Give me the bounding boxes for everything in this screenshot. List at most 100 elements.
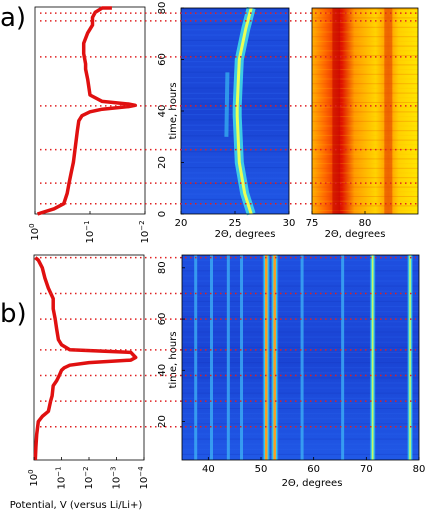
heatmap-streak — [312, 55, 418, 56]
heatmap-a1-yticks: 0 20 40 60 80 — [157, 2, 184, 217]
heatmap-streak — [312, 69, 418, 71]
heatmap-ytick-label: 20 — [157, 156, 168, 169]
heatmap-b-streaks — [182, 255, 419, 455]
panel-a-potential: 100 10−1 10−2 — [28, 6, 151, 244]
heatmap-streak — [182, 341, 419, 343]
heatmap-peak — [341, 255, 345, 460]
heatmap-streak — [182, 255, 419, 256]
heatmap-streak — [182, 392, 419, 394]
heatmap-streak — [181, 29, 289, 31]
heatmap-streak — [182, 372, 419, 374]
potential-xtick-label-group: 10−2 — [82, 466, 95, 489]
heatmap-streak — [312, 120, 418, 122]
heatmap-streak — [182, 423, 419, 425]
heatmap-streak — [182, 387, 419, 389]
heatmap-ytick-group: 0 — [157, 211, 168, 217]
panel-b-heatmap: 40 50 60 70 80 20 40 60 80 2Θ, degrees time, ho… — [157, 254, 425, 489]
heatmap-streak — [182, 453, 419, 455]
heatmap-xtick-label: 30 — [283, 218, 296, 229]
heatmap-streak — [312, 17, 418, 19]
heatmap-streak — [182, 433, 419, 435]
heatmap-streak — [182, 357, 419, 358]
heatmap-streak — [181, 177, 289, 179]
heatmap-streak — [312, 92, 418, 94]
heatmap-streak — [312, 125, 418, 127]
potential-axis-label: Potential, V (versus Li/Li+) — [10, 500, 143, 511]
heatmap-streak — [182, 351, 419, 353]
heatmap-streak — [312, 200, 418, 202]
heatmap-streak — [181, 50, 289, 52]
heatmap-streak — [181, 209, 289, 211]
heatmap-streak — [181, 188, 289, 190]
heatmap-streak — [182, 265, 419, 267]
heatmap-streak — [182, 275, 419, 277]
heatmap-streak — [182, 295, 419, 297]
heatmap-streak — [312, 87, 418, 89]
potential-xtick-label-group: 10−1 — [83, 220, 96, 243]
potential-xtick-label: 10−3 — [110, 466, 123, 489]
heatmap-streak — [312, 26, 418, 28]
heatmap-streak — [312, 134, 418, 136]
heatmap-streak — [312, 102, 418, 103]
heatmap-streak — [312, 191, 418, 193]
heatmap-ytick-group: 80 — [157, 261, 168, 274]
heatmap-ytick-group: 60 — [157, 313, 168, 326]
heatmap-streak — [182, 408, 419, 409]
heatmap-a1-xlabel: 2Θ, degrees — [215, 229, 276, 240]
heatmap-streak — [312, 153, 418, 155]
heatmap-streak — [182, 326, 419, 328]
heatmap-streak — [182, 382, 419, 384]
heatmap-streak — [182, 438, 419, 440]
heatmap-ytick-label: 80 — [157, 2, 168, 15]
heatmap-streak — [182, 448, 419, 450]
panel-a-heatmap-high-angle: 75 80 2Θ, degrees — [306, 7, 419, 240]
heatmap-a2-background — [312, 8, 418, 214]
heatmap-streak — [312, 59, 418, 61]
heatmap-streak — [182, 270, 419, 272]
heatmap-streak — [312, 8, 418, 10]
heatmap-a2-streaks — [312, 8, 418, 214]
heatmap-streak — [181, 172, 289, 174]
heatmap-xtick-label: 40 — [202, 464, 215, 475]
heatmap-streak — [312, 158, 418, 160]
heatmap-ytick-group: 40 — [157, 105, 168, 118]
heatmap-ytick-group: 60 — [157, 53, 168, 66]
heatmap-streak — [182, 377, 419, 379]
panel-a-potential-xticks: 100 10−1 10−2 — [28, 211, 151, 244]
heatmap-xtick-label: 20 — [175, 218, 188, 229]
potential-xtick-label-group: 100 — [27, 469, 40, 486]
heatmap-b-ylabel: time, hours — [168, 331, 179, 388]
potential-xtick-label: 10−2 — [82, 466, 95, 489]
heatmap-streak — [182, 300, 419, 302]
heatmap-streak — [312, 167, 418, 169]
heatmap-streak — [312, 106, 418, 108]
heatmap-peak — [240, 255, 244, 460]
heatmap-b-xticks: 40 50 60 70 80 — [202, 457, 425, 475]
potential-xtick-label: 100 — [28, 223, 41, 240]
heatmap-b-xlabel: 2Θ, degrees — [282, 478, 343, 489]
heatmap-b-yticks: 20 40 60 80 — [157, 261, 185, 428]
heatmap-streak — [312, 83, 418, 85]
heatmap-peak — [300, 255, 304, 460]
heatmap-ytick-group: 40 — [157, 364, 168, 377]
heatmap-a2-xticks: 75 80 — [306, 211, 372, 229]
heatmap-streak — [312, 22, 418, 24]
heatmap-streak — [182, 285, 419, 287]
heatmap-ytick-label: 20 — [157, 415, 168, 428]
heatmap-ytick-label: 60 — [157, 53, 168, 66]
heatmap-xtick-label: 50 — [255, 464, 268, 475]
heatmap-ytick-label: 40 — [157, 105, 168, 118]
heatmap-peak — [384, 8, 393, 214]
panel-b-potential-frame — [33, 254, 145, 461]
heatmap-streak — [312, 144, 418, 146]
time-markers — [40, 12, 420, 428]
heatmap-streak — [312, 116, 418, 118]
heatmap-streak — [182, 336, 419, 338]
panel-label-a: a) — [0, 3, 26, 33]
heatmap-streak — [181, 204, 289, 206]
heatmap-xtick-label: 80 — [359, 218, 372, 229]
heatmap-streak — [182, 346, 419, 348]
heatmap-peak — [407, 255, 414, 460]
potential-xtick-label: 100 — [27, 469, 40, 486]
panel-b-potential: 100 10−1 10−2 10−3 10−4 Potential, V (versus… — [10, 254, 150, 511]
